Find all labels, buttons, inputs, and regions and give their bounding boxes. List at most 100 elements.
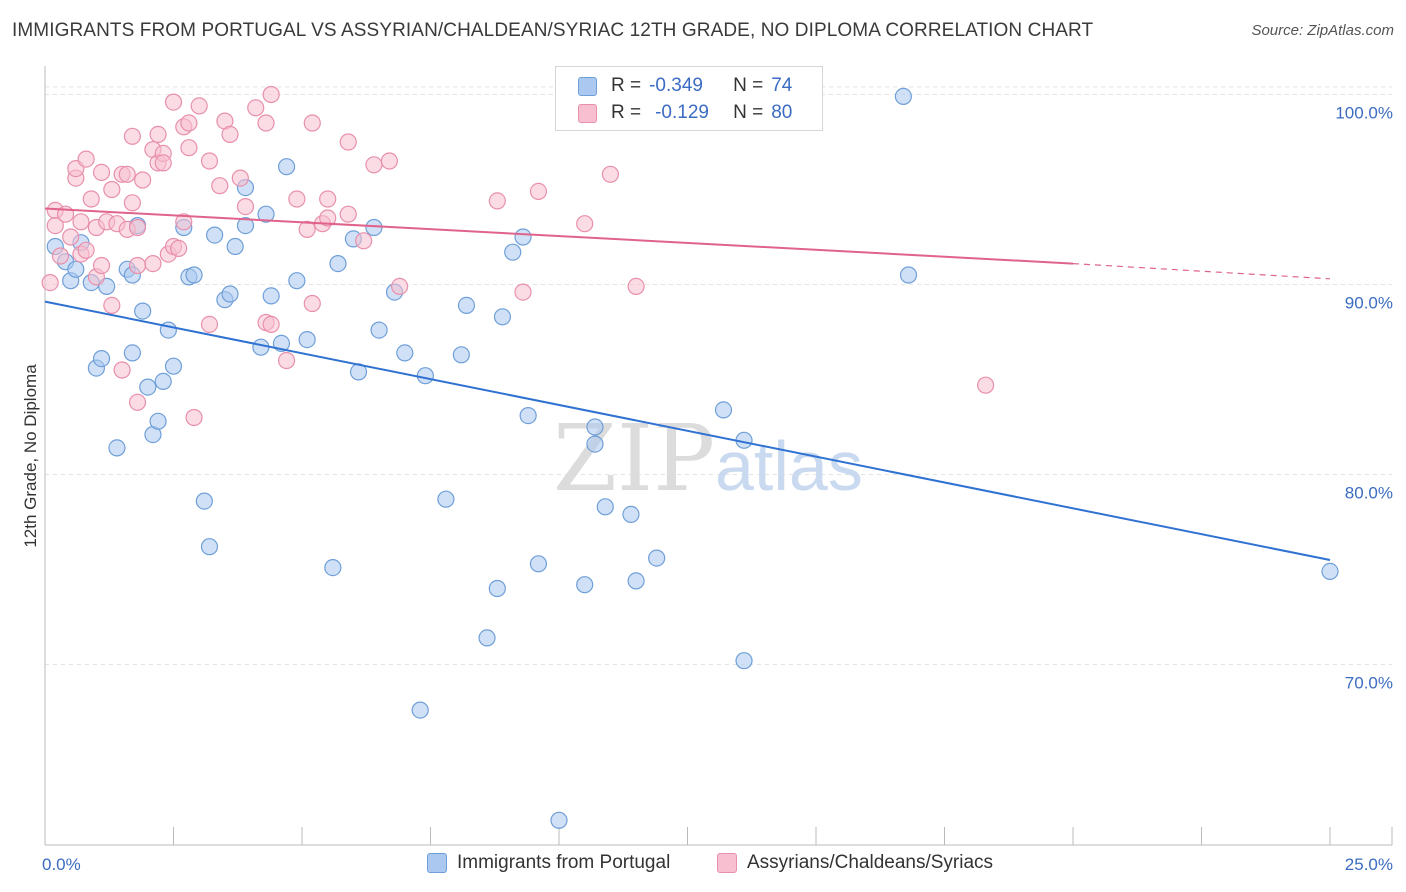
point-portugal xyxy=(200,538,219,556)
point-assyrian xyxy=(391,277,409,295)
point-assyrian xyxy=(319,190,337,208)
legend-r-label: R = xyxy=(611,75,642,96)
point-assyrian xyxy=(154,154,172,172)
trend-line-assyrian-extension xyxy=(1072,263,1331,280)
point-assyrian xyxy=(103,180,121,199)
point-assyrian xyxy=(247,99,265,117)
point-portugal xyxy=(596,498,614,516)
point-portugal xyxy=(123,344,141,362)
point-assyrian xyxy=(380,152,398,170)
point-portugal xyxy=(324,558,342,577)
point-portugal xyxy=(529,555,548,573)
stats-legend: R = -0.349 N = 74 R = -0.129 N = 80 xyxy=(555,66,823,131)
point-portugal xyxy=(221,285,239,303)
point-assyrian xyxy=(236,198,255,216)
point-portugal xyxy=(586,418,604,436)
point-portugal xyxy=(236,217,255,235)
point-assyrian xyxy=(339,205,357,223)
y-axis-title: 12th Grade, No Diploma xyxy=(21,364,40,548)
point-portugal xyxy=(139,378,157,396)
point-assyrian xyxy=(128,256,147,275)
point-assyrian xyxy=(175,213,193,231)
point-assyrian xyxy=(977,376,995,394)
point-assyrian xyxy=(221,125,239,143)
point-portugal xyxy=(504,243,522,261)
legend-swatch-assyrian xyxy=(578,103,597,123)
point-assyrian xyxy=(298,220,316,238)
axis-labels: 70.0% 80.0% 90.0% 100.0% 0.0% 25.0% 12th Grade… xyxy=(21,104,1393,875)
chart-title: IMMIGRANTS FROM PORTUGAL VS ASSYRIAN/CHA… xyxy=(12,20,1094,41)
point-portugal xyxy=(370,321,388,339)
point-assyrian xyxy=(319,209,337,227)
y-tick-label: 90.0% xyxy=(1345,294,1393,313)
point-assyrian xyxy=(72,213,90,231)
point-assyrian xyxy=(170,239,188,257)
point-portugal xyxy=(329,255,347,273)
legend-swatch-portugal xyxy=(427,853,447,873)
point-portugal xyxy=(648,549,666,567)
x-tick-label: 0.0% xyxy=(42,855,81,874)
point-portugal xyxy=(576,576,594,594)
point-portugal xyxy=(108,439,126,457)
point-assyrian xyxy=(103,296,121,314)
y-tick-label: 70.0% xyxy=(1345,674,1393,693)
point-assyrian xyxy=(62,228,80,246)
point-assyrian xyxy=(355,232,373,250)
axes xyxy=(44,66,1393,846)
point-portugal xyxy=(622,505,640,524)
point-assyrian xyxy=(180,114,198,132)
point-portugal xyxy=(894,87,912,106)
point-assyrian xyxy=(77,241,95,259)
point-portugal xyxy=(457,296,476,314)
point-portugal xyxy=(164,357,183,375)
legend-n-value: 80 xyxy=(771,102,793,123)
point-assyrian xyxy=(123,194,141,212)
legend-row-assyrian: R = -0.129 N = 80 xyxy=(578,101,792,125)
point-portugal xyxy=(416,367,434,385)
point-portugal xyxy=(365,218,383,237)
point-assyrian xyxy=(46,217,64,235)
point-portugal xyxy=(252,338,270,356)
point-portugal xyxy=(1321,562,1339,581)
trend-line-assyrian xyxy=(44,207,1074,265)
point-portugal xyxy=(195,492,213,510)
legend-item-portugal[interactable]: Immigrants from Portugal xyxy=(427,852,670,874)
series-legend: Immigrants from Portugal Assyrians/Chald… xyxy=(0,852,1406,878)
legend-swatch-portugal xyxy=(578,76,597,96)
legend-item-assyrian[interactable]: Assyrians/Chaldeans/Syriacs xyxy=(717,852,993,874)
point-assyrian xyxy=(488,192,506,210)
legend-n-label: N = xyxy=(733,75,764,96)
scatter-points xyxy=(41,85,1339,829)
point-assyrian xyxy=(113,361,131,379)
point-portugal xyxy=(134,302,152,320)
point-assyrian xyxy=(200,315,219,333)
point-portugal xyxy=(735,652,753,670)
point-portugal xyxy=(586,435,604,453)
y-tick-label: 80.0% xyxy=(1345,484,1393,503)
point-assyrian xyxy=(288,190,306,208)
point-assyrian xyxy=(164,93,183,111)
point-assyrian xyxy=(118,165,136,183)
point-assyrian xyxy=(576,215,594,233)
point-portugal xyxy=(92,350,111,368)
watermark-zip: ZIP xyxy=(553,405,715,512)
point-assyrian xyxy=(180,139,198,157)
point-portugal xyxy=(488,579,506,598)
point-portugal xyxy=(550,811,568,829)
point-portugal xyxy=(206,226,224,244)
source-label: Source: ZipAtlas.com xyxy=(1251,22,1394,39)
point-assyrian xyxy=(529,182,548,200)
point-assyrian xyxy=(231,169,249,187)
point-portugal xyxy=(899,266,918,284)
legend-row-portugal: R = -0.349 N = 74 xyxy=(578,74,792,98)
trend-line-portugal xyxy=(44,300,1331,561)
y-tick-label: 100.0% xyxy=(1335,104,1393,123)
point-assyrian xyxy=(128,393,147,411)
point-portugal xyxy=(277,158,296,176)
point-portugal xyxy=(185,266,203,284)
point-assyrian xyxy=(200,152,219,170)
point-portugal xyxy=(298,331,316,349)
point-portugal xyxy=(437,490,455,508)
point-portugal xyxy=(154,372,172,390)
